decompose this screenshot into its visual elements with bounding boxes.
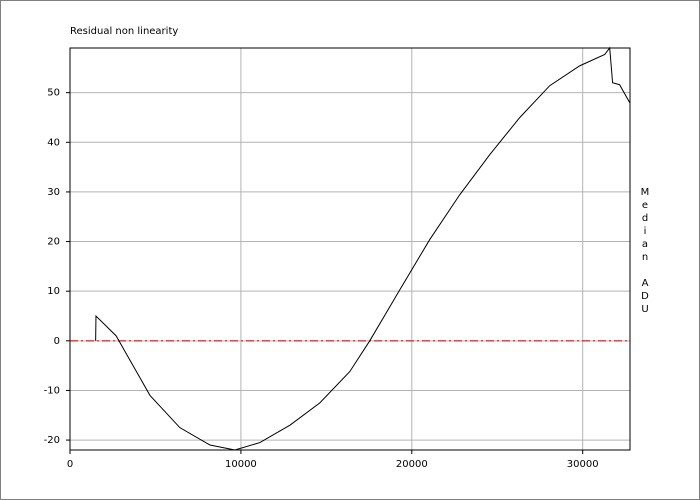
y-axis-label: Median ADU (640, 187, 651, 317)
y-tick-label: 50 (47, 88, 60, 99)
x-tick-label: 10000 (225, 459, 257, 470)
chart-title: Residual non linearity (70, 26, 178, 37)
data-line (95, 46, 631, 451)
y-tick-label: -10 (44, 385, 60, 396)
y-tick-label: 10 (47, 286, 60, 297)
x-tick-label: 30000 (567, 459, 599, 470)
x-tick-label: 0 (67, 459, 73, 470)
y-tick-label: 30 (47, 187, 60, 198)
plot-frame (69, 47, 631, 451)
y-tick-label: -20 (44, 435, 60, 446)
x-tick-label: 20000 (396, 459, 428, 470)
y-tick-label: 20 (47, 237, 60, 248)
y-tick-label: 0 (54, 336, 60, 347)
y-tick-label: 40 (47, 137, 60, 148)
